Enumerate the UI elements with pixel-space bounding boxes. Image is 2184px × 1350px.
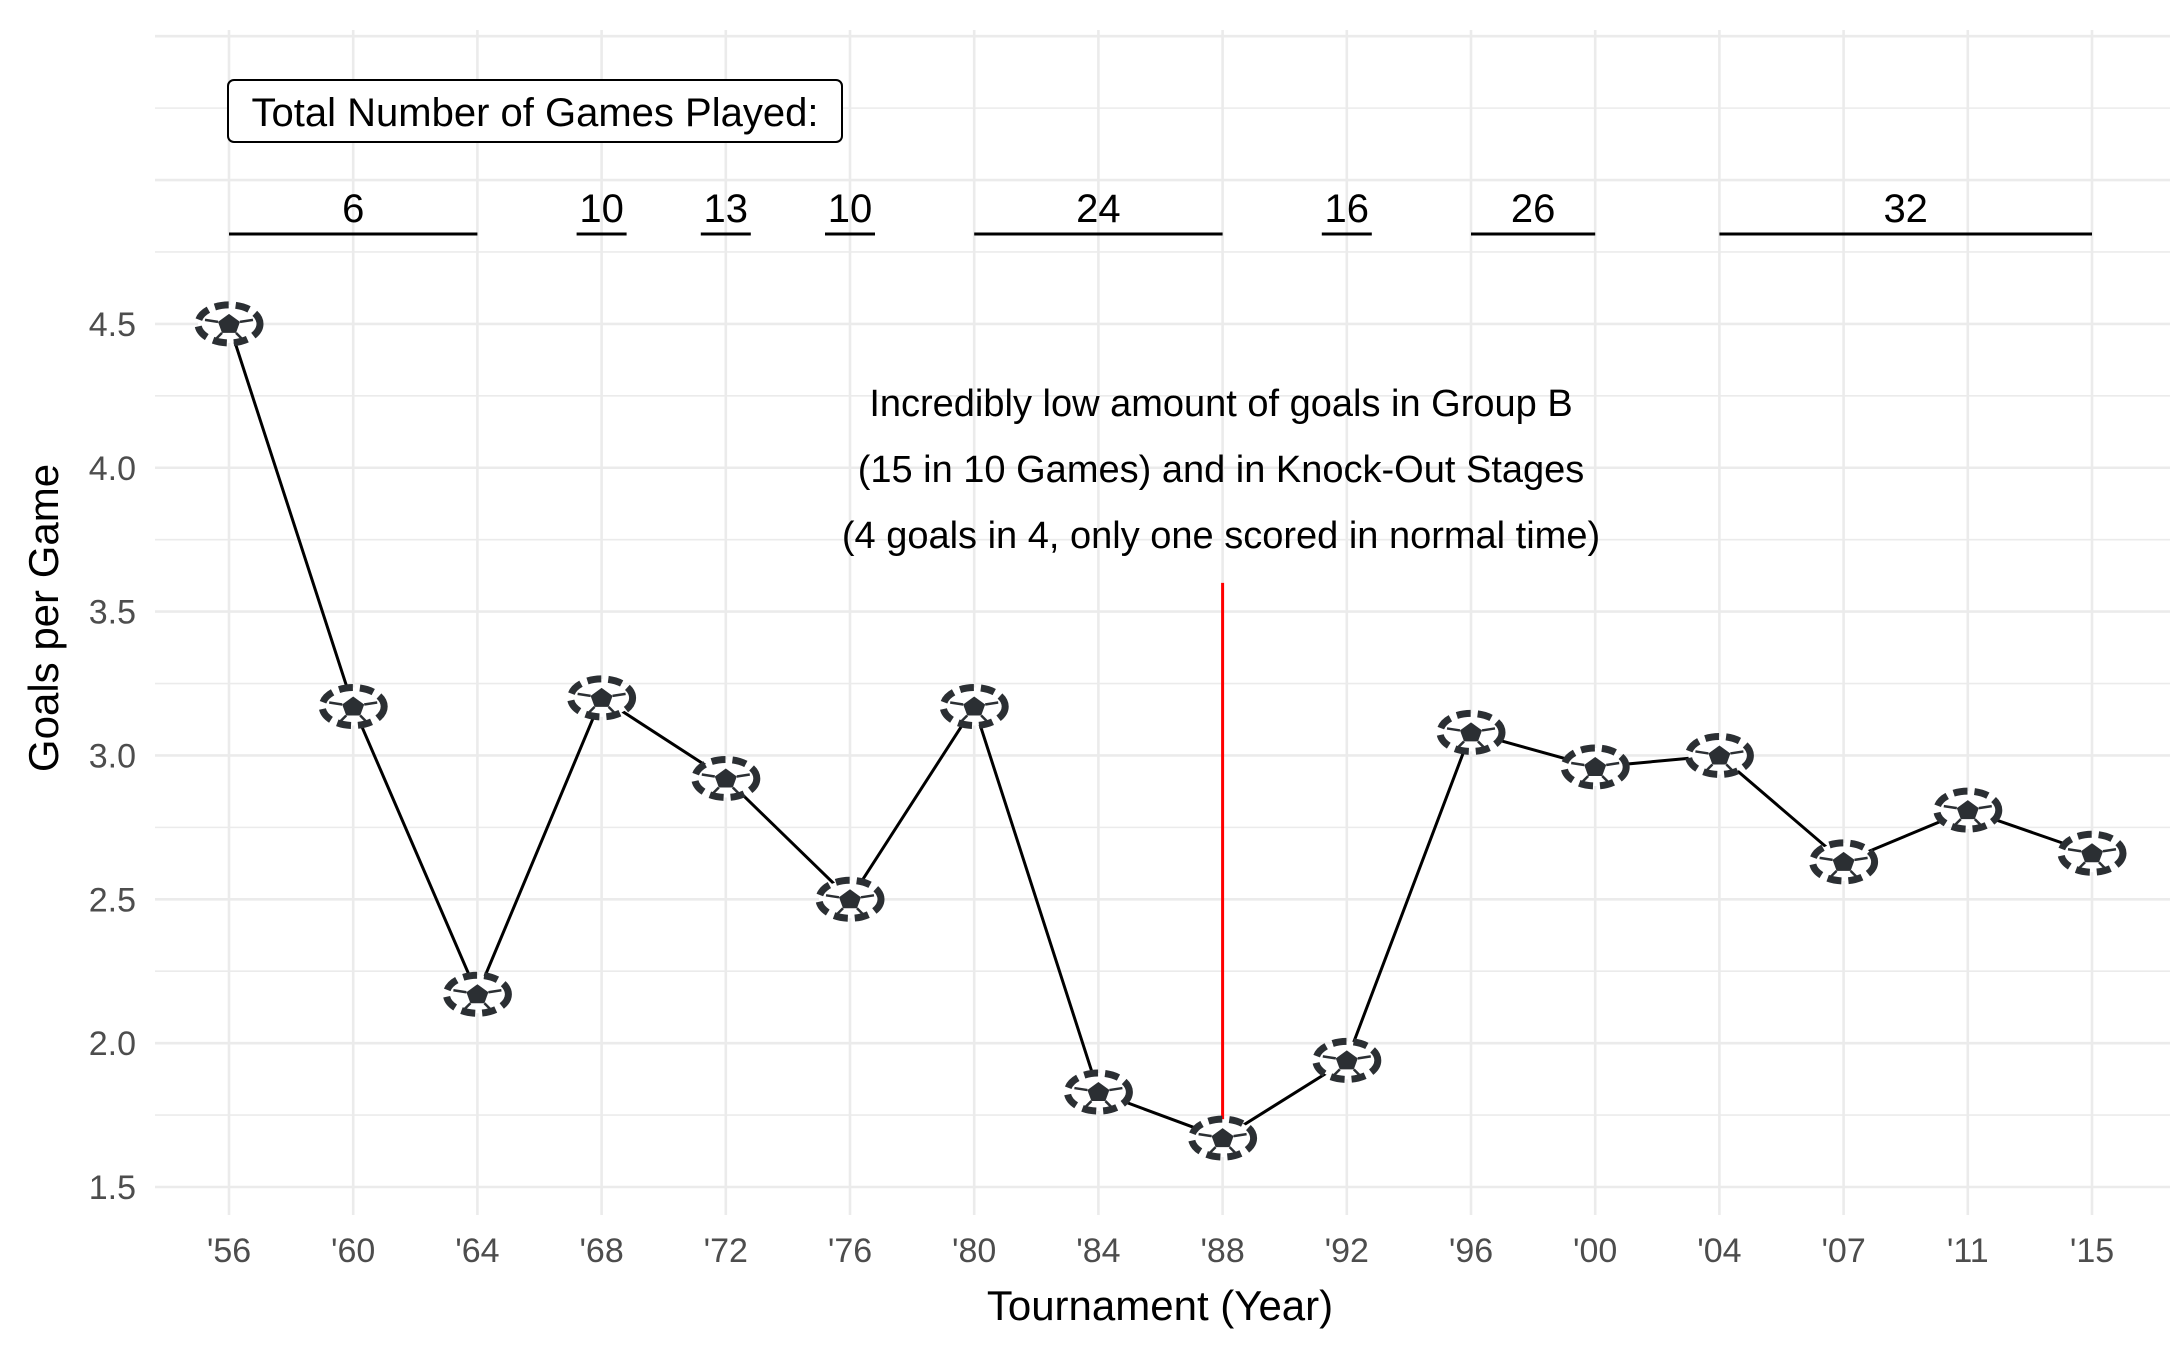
axes: Tournament (Year) Goals per Game 1.5 2.0 2…	[20, 306, 2114, 1329]
games-count-label: 32	[1883, 187, 1928, 231]
x-tick-label: '60	[331, 1232, 375, 1270]
soccer-ball-point	[1188, 1115, 1258, 1161]
games-count-label: 24	[1076, 187, 1121, 231]
games-count-label: 10	[828, 187, 873, 231]
x-tick-label: '56	[207, 1232, 251, 1270]
games-box-label: Total Number of Games Played:	[252, 91, 819, 135]
x-tick-label: '68	[579, 1232, 623, 1270]
y-tick-label: 4.5	[89, 306, 136, 344]
annotation-line-1: Incredibly low amount of goals in Group …	[869, 383, 1572, 425]
soccer-ball-point	[194, 301, 264, 347]
y-tick-label: 3.5	[89, 594, 136, 632]
series-line	[227, 323, 2093, 1140]
soccer-ball-point	[1436, 709, 1506, 755]
grid-lines	[155, 30, 2170, 1215]
soccer-ball-point	[2057, 830, 2127, 876]
soccer-ball-point	[1809, 839, 1879, 885]
x-tick-label: '80	[952, 1232, 996, 1270]
x-tick-label: '96	[1449, 1232, 1493, 1270]
y-tick-label: 4.0	[89, 450, 136, 488]
x-tick-label: '11	[1947, 1232, 1989, 1270]
soccer-ball-point	[442, 971, 512, 1017]
x-tick-label: '92	[1325, 1232, 1369, 1270]
games-played-strip: Total Number of Games Played: 6 10 13 10 24 1…	[227, 79, 2092, 236]
x-tick-label: '76	[828, 1232, 872, 1270]
annotation: Incredibly low amount of goals in Group …	[842, 383, 1600, 1153]
x-tick-label: '00	[1573, 1232, 1617, 1270]
soccer-ball-point	[318, 684, 388, 730]
games-count-label: 6	[342, 187, 364, 231]
soccer-ball-point	[1063, 1069, 1133, 1115]
x-axis-title: Tournament (Year)	[987, 1282, 1333, 1329]
x-tick-label: '64	[455, 1232, 499, 1270]
x-tick-label: '07	[1821, 1232, 1865, 1270]
soccer-ball-point	[939, 684, 1009, 730]
annotation-line-2: (15 in 10 Games) and in Knock-Out Stages	[858, 449, 1585, 491]
soccer-ball-point	[1684, 732, 1754, 778]
soccer-ball-point	[1933, 787, 2003, 833]
x-tick-label: '04	[1697, 1232, 1741, 1270]
data-points	[194, 301, 2127, 1161]
soccer-ball-point	[1312, 1037, 1382, 1083]
x-tick-label: '72	[704, 1232, 748, 1270]
series-polyline	[227, 323, 2093, 1140]
annotation-line-3: (4 goals in 4, only one scored in normal…	[842, 515, 1600, 557]
y-tick-label: 2.5	[89, 881, 136, 919]
y-axis-title: Goals per Game	[20, 464, 67, 772]
x-tick-label: '84	[1076, 1232, 1120, 1270]
x-tick-label: '15	[2070, 1232, 2114, 1270]
y-tick-label: 2.0	[89, 1025, 136, 1063]
soccer-ball-point	[567, 675, 637, 721]
games-count-label: 10	[579, 187, 624, 231]
games-count-label: 16	[1325, 187, 1370, 231]
games-count-label: 26	[1511, 187, 1556, 231]
x-tick-label: '88	[1200, 1232, 1244, 1270]
soccer-ball-point	[815, 876, 885, 922]
y-tick-label: 1.5	[89, 1169, 136, 1207]
soccer-ball-point	[1560, 744, 1630, 790]
games-count-label: 13	[704, 187, 749, 231]
y-tick-label: 3.0	[89, 737, 136, 775]
games-box-frame	[227, 79, 843, 143]
soccer-ball-point	[691, 755, 761, 801]
